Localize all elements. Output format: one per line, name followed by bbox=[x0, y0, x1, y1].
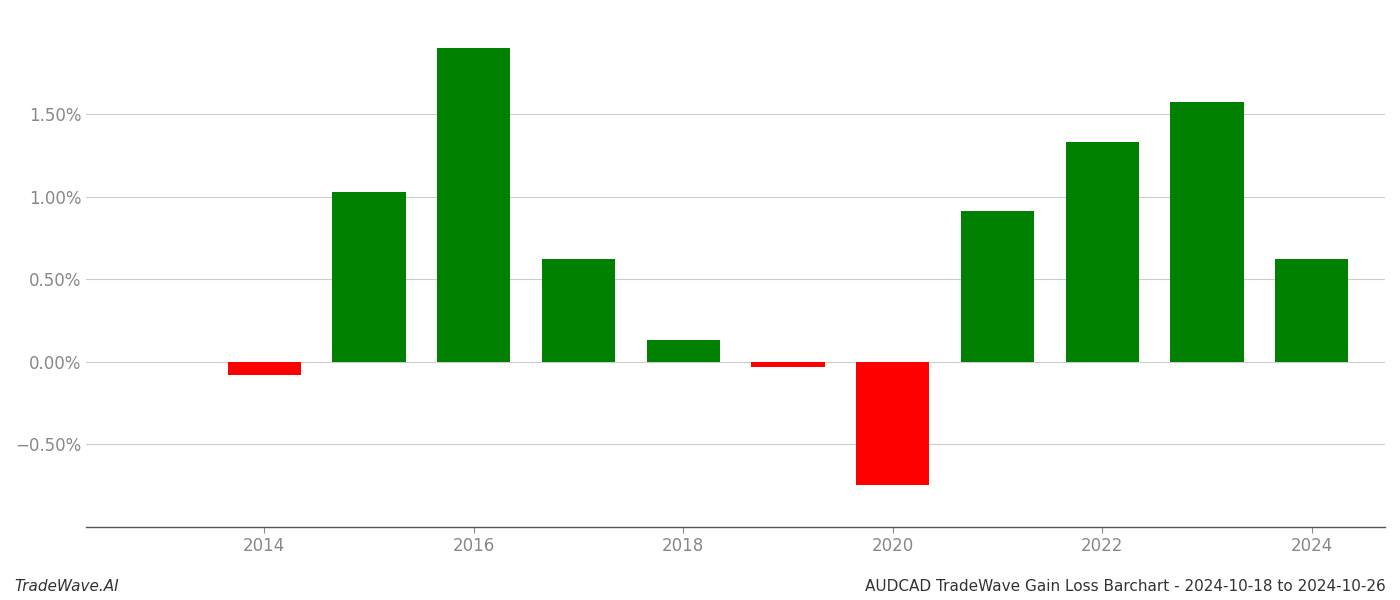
Bar bbox=[647, 340, 720, 362]
Text: AUDCAD TradeWave Gain Loss Barchart - 2024-10-18 to 2024-10-26: AUDCAD TradeWave Gain Loss Barchart - 20… bbox=[865, 579, 1386, 594]
Bar bbox=[752, 362, 825, 367]
Bar bbox=[855, 362, 930, 485]
Bar bbox=[1065, 142, 1138, 362]
Bar bbox=[437, 48, 511, 362]
Bar bbox=[1275, 259, 1348, 362]
Bar bbox=[960, 211, 1035, 362]
Text: TradeWave.AI: TradeWave.AI bbox=[14, 579, 119, 594]
Bar bbox=[228, 362, 301, 375]
Bar bbox=[542, 259, 615, 362]
Bar bbox=[1170, 103, 1243, 362]
Bar bbox=[332, 191, 406, 362]
